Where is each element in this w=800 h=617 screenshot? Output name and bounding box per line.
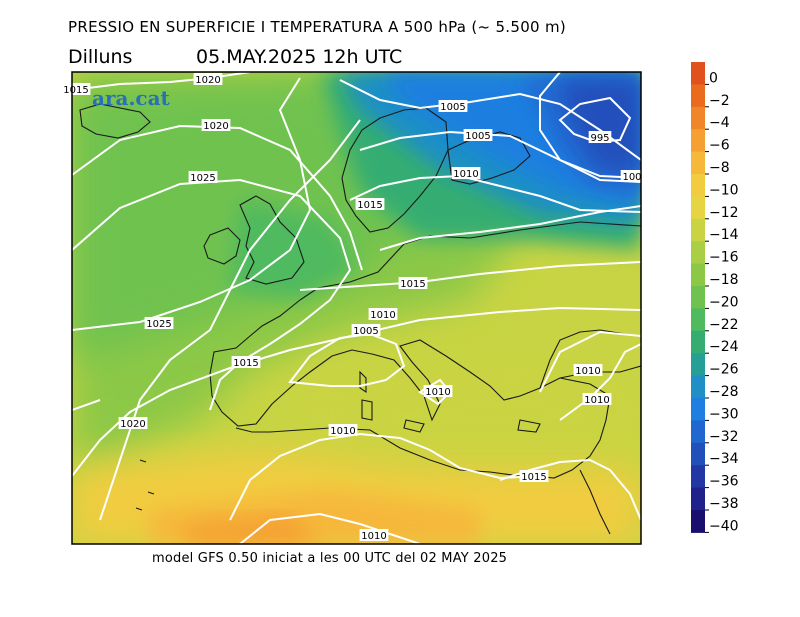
isobar-label-bg — [231, 356, 261, 368]
isobar-label: 1025 — [146, 319, 171, 330]
isobar-label-bg — [351, 324, 381, 336]
colorbar-label: 0 — [709, 70, 718, 86]
isobar-label-bg — [61, 83, 91, 95]
colorbar-swatch — [691, 330, 705, 354]
colorbar-swatch — [691, 174, 705, 197]
ara-cat-logo: ara.cat — [92, 86, 170, 110]
colorbar-label: −20 — [709, 294, 739, 310]
isobar-label: 1005 — [440, 102, 465, 113]
colorbar-label: −36 — [709, 474, 739, 490]
colorbar-label: −4 — [709, 115, 730, 131]
isobar-label: 995 — [590, 133, 609, 144]
colorbar-label: −16 — [709, 250, 739, 266]
isobar-label: 1010 — [370, 310, 395, 321]
isobar-label: 1010 — [425, 387, 450, 398]
isobar-label: 100 — [622, 172, 641, 183]
colorbar-label: −12 — [709, 205, 739, 221]
colorbar-swatch — [691, 106, 705, 130]
isobar-label-bg — [423, 385, 453, 397]
colorbar-label: −38 — [709, 496, 739, 512]
isobar-label-bg — [201, 119, 231, 131]
colorbar-label: −6 — [709, 138, 730, 154]
colorbar-label: −28 — [709, 384, 739, 400]
isobar-label-bg — [368, 308, 398, 320]
colorbar-label: −40 — [709, 518, 739, 534]
isobar-label: 1015 — [233, 358, 258, 369]
colorbar-swatch — [691, 129, 705, 153]
forecast-datetime: 05.MAY.2025 12h UTC — [196, 46, 403, 68]
isobar-label-bg — [355, 198, 385, 210]
colorbar-swatch — [691, 241, 705, 265]
isobar-label-bg — [144, 317, 174, 329]
colorbar-label: −2 — [709, 93, 730, 109]
colorbar-label: −22 — [709, 317, 739, 333]
colorbar-swatch — [691, 510, 705, 533]
isobar-label: 1025 — [190, 173, 215, 184]
colorbar-swatch — [691, 286, 705, 309]
isobar-label-bg — [118, 417, 148, 429]
colorbar-swatch — [691, 84, 705, 108]
isobar-label: 1020 — [120, 419, 145, 430]
colorbar-label: −10 — [709, 182, 739, 198]
isobar-label: 1015 — [63, 85, 88, 96]
colorbar-label: −14 — [709, 227, 739, 243]
isobar-labels: 1015 1020 1020 1025 1005 1005 995 1010 100 1015 10… — [61, 73, 644, 542]
isobar-label: 1020 — [195, 75, 220, 86]
isobar-label-bg — [588, 131, 612, 143]
colorbar-label: −32 — [709, 429, 739, 445]
colorbar-swatch — [691, 308, 705, 332]
isobar-label-bg — [573, 364, 603, 376]
colorbar-swatch — [691, 375, 705, 399]
isobar-label-bg — [398, 277, 428, 289]
isobar-label-bg — [359, 529, 389, 541]
colorbar-label: −8 — [709, 160, 730, 176]
isobar-label-bg — [620, 170, 644, 182]
model-run-caption: model GFS 0.50 iniciat a les 00 UTC del … — [152, 551, 508, 566]
colorbar-swatch — [691, 62, 705, 85]
colorbar-label: −24 — [709, 339, 739, 355]
colorbar-label: −26 — [709, 362, 739, 378]
colorbar-swatch — [691, 465, 705, 489]
isobar-label: 1010 — [361, 531, 386, 542]
colorbar-label: −34 — [709, 451, 739, 467]
isobar-label: 1005 — [353, 326, 378, 337]
isobar-label: 1010 — [330, 426, 355, 437]
colorbar-swatch — [691, 442, 705, 466]
isobar-label: 1015 — [400, 279, 425, 290]
isobar-label: 1010 — [575, 366, 600, 377]
colorbar-label: −30 — [709, 406, 739, 422]
colorbar-swatch — [691, 353, 705, 377]
colorbar-swatch — [691, 398, 705, 421]
isobar-label: 1005 — [465, 131, 490, 142]
isobar-label-bg — [188, 171, 218, 183]
forecast-day: Dilluns — [68, 46, 133, 68]
colorbar-swatch — [691, 487, 705, 511]
isobar-label-bg — [328, 424, 358, 436]
colorbar-label: −18 — [709, 272, 739, 288]
colorbar-swatch — [691, 420, 705, 444]
isobar-label-bg — [451, 167, 481, 179]
isobar-label-bg — [193, 73, 223, 85]
isobar-label-bg — [438, 100, 468, 112]
isobar-label-bg — [582, 393, 612, 405]
colorbar-swatch — [691, 151, 705, 175]
map-subtitle: Dilluns 05.MAY.2025 12h UTC — [68, 46, 402, 68]
isobar-label: 1015 — [357, 200, 382, 211]
isobar-label: 1020 — [203, 121, 228, 132]
isobar-label-bg — [463, 129, 493, 141]
isobar-label: 1010 — [453, 169, 478, 180]
isobar-label: 1010 — [584, 395, 609, 406]
isobar-label: 1015 — [521, 472, 546, 483]
isobar-label-bg — [519, 470, 549, 482]
colorbar: 0 −2 −4 −6 −8 −10 −12 −14 −16 −18 −20 −22 −24 −26 −28 −… — [691, 62, 739, 534]
colorbar-swatch — [691, 263, 705, 287]
coastlines — [79, 103, 641, 535]
colorbar-swatch — [691, 196, 705, 220]
map-frame — [71, 71, 642, 545]
map-title: PRESSIO EN SUPERFICIE I TEMPERATURA A 50… — [68, 18, 567, 36]
colorbar-swatch — [691, 218, 705, 242]
